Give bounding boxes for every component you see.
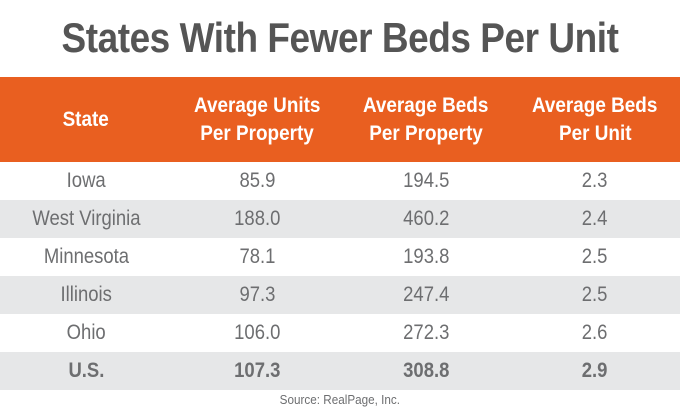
cell-value: 460.2 bbox=[402, 207, 450, 230]
cell-beds-per-property: 193.8 bbox=[342, 238, 510, 276]
table-header-row: State Average Units Per Property Average… bbox=[0, 77, 680, 162]
cell-value: 188.0 bbox=[233, 207, 281, 230]
header-line: Average Beds bbox=[532, 93, 658, 117]
cell-state: Illinois bbox=[0, 276, 172, 314]
cell-value: 308.8 bbox=[402, 359, 450, 382]
cell-units-per-property: 107.3 bbox=[172, 352, 342, 390]
cell-beds-per-property: 247.4 bbox=[342, 276, 510, 314]
cell-beds-per-property: 308.8 bbox=[342, 352, 510, 390]
cell-state: Minnesota bbox=[0, 238, 172, 276]
cell-units-per-property: 97.3 bbox=[172, 276, 342, 314]
cell-beds-per-property: 460.2 bbox=[342, 200, 510, 238]
table-body: Iowa 85.9 194.5 2.3 West Virginia 188.0 460.2 2… bbox=[0, 162, 680, 390]
cell-value: Ohio bbox=[66, 321, 106, 344]
cell-value: 2.5 bbox=[582, 245, 608, 268]
column-header-state: State bbox=[0, 77, 172, 162]
cell-units-per-property: 106.0 bbox=[172, 314, 342, 352]
chart-title: States With Fewer Beds Per Unit bbox=[61, 14, 619, 61]
header-line: Per Property bbox=[369, 121, 483, 145]
cell-value: 107.3 bbox=[233, 359, 281, 382]
cell-value: West Virginia bbox=[31, 207, 141, 230]
cell-value: 106.0 bbox=[233, 321, 281, 344]
cell-value: 97.3 bbox=[239, 283, 275, 306]
cell-value: 2.9 bbox=[582, 359, 608, 382]
table-row: Illinois 97.3 247.4 2.5 bbox=[0, 276, 680, 314]
cell-value: Minnesota bbox=[43, 245, 129, 268]
table-row: Ohio 106.0 272.3 2.6 bbox=[0, 314, 680, 352]
table-row: Iowa 85.9 194.5 2.3 bbox=[0, 162, 680, 200]
cell-beds-per-unit: 2.4 bbox=[510, 200, 680, 238]
cell-value: 272.3 bbox=[402, 321, 450, 344]
source-text: Source: RealPage, Inc. bbox=[279, 392, 401, 407]
cell-value: U.S. bbox=[68, 359, 104, 382]
cell-state: Ohio bbox=[0, 314, 172, 352]
table-row: West Virginia 188.0 460.2 2.4 bbox=[0, 200, 680, 238]
cell-value: 2.6 bbox=[582, 321, 608, 344]
column-header-beds-per-unit: Average Beds Per Unit bbox=[510, 77, 680, 162]
cell-beds-per-property: 272.3 bbox=[342, 314, 510, 352]
data-table: State Average Units Per Property Average… bbox=[0, 77, 680, 390]
column-header-beds-per-property: Average Beds Per Property bbox=[342, 77, 510, 162]
column-header-units-per-property: Average Units Per Property bbox=[172, 77, 342, 162]
source-note: Source: RealPage, Inc. bbox=[0, 390, 680, 410]
header-line: State bbox=[62, 107, 110, 131]
table-row: Minnesota 78.1 193.8 2.5 bbox=[0, 238, 680, 276]
table-row-total: U.S. 107.3 308.8 2.9 bbox=[0, 352, 680, 390]
cell-value: 2.5 bbox=[582, 283, 608, 306]
cell-value: 85.9 bbox=[239, 169, 275, 192]
cell-state: U.S. bbox=[0, 352, 172, 390]
cell-beds-per-property: 194.5 bbox=[342, 162, 510, 200]
cell-beds-per-unit: 2.5 bbox=[510, 238, 680, 276]
cell-value: 2.3 bbox=[582, 169, 608, 192]
cell-value: 2.4 bbox=[582, 207, 608, 230]
header-line: Per Property bbox=[200, 121, 314, 145]
cell-state: West Virginia bbox=[0, 200, 172, 238]
cell-value: Illinois bbox=[60, 283, 112, 306]
cell-units-per-property: 78.1 bbox=[172, 238, 342, 276]
cell-beds-per-unit: 2.3 bbox=[510, 162, 680, 200]
cell-beds-per-unit: 2.5 bbox=[510, 276, 680, 314]
cell-units-per-property: 85.9 bbox=[172, 162, 342, 200]
cell-value: 247.4 bbox=[402, 283, 450, 306]
header-line: Average Units bbox=[193, 93, 321, 117]
header-line: Per Unit bbox=[558, 121, 632, 145]
cell-beds-per-unit: 2.9 bbox=[510, 352, 680, 390]
cell-value: Iowa bbox=[66, 169, 106, 192]
cell-beds-per-unit: 2.6 bbox=[510, 314, 680, 352]
cell-value: 194.5 bbox=[402, 169, 450, 192]
cell-value: 193.8 bbox=[402, 245, 450, 268]
cell-state: Iowa bbox=[0, 162, 172, 200]
cell-value: 78.1 bbox=[239, 245, 275, 268]
cell-units-per-property: 188.0 bbox=[172, 200, 342, 238]
header-line: Average Beds bbox=[363, 93, 489, 117]
